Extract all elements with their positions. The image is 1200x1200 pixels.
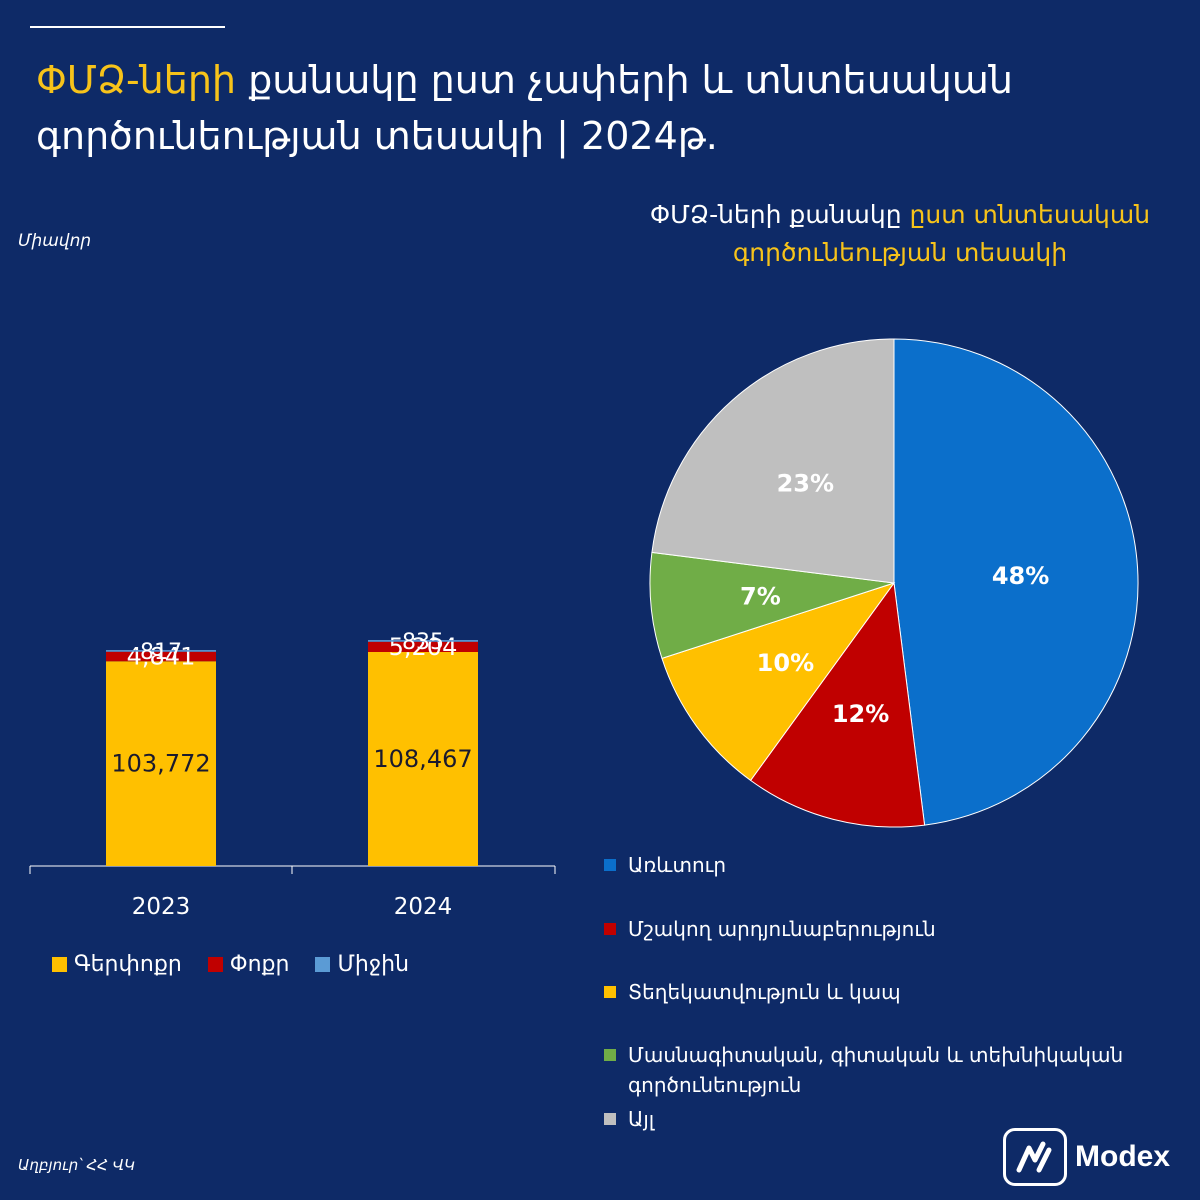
legend-swatch [604,1113,616,1125]
pie-data-label: 23% [777,469,834,497]
source-note: Աղբյուր՝ ՀՀ ՎԿ [18,1156,136,1174]
bar-chart-legend: Գերփոքր Փոքր Միջին [52,952,409,977]
title-rest: քանակը ըստ չափերի և տնտեսական գործունեու… [36,58,1013,158]
x-tick-label: 2024 [394,894,453,920]
pie-data-label: 7% [740,583,781,611]
bar-legend-item: Փոքր [207,952,290,977]
bar-segment-2024-2 [368,640,478,642]
unit-label: Միավոր [18,231,92,251]
pie-legend-item: Մասնագիտական, գիտական և տեխնիկական գործո… [604,1040,1164,1100]
bar-data-label: 835 [402,630,444,655]
bar-data-label: 108,467 [373,745,472,773]
bar-segment-2023-2 [106,650,216,652]
legend-label: Մասնագիտական, գիտական և տեխնիկական գործո… [628,1043,1124,1097]
page-title: ՓՄՁ-ների քանակը ըստ չափերի և տնտեսական գ… [36,52,1156,164]
legend-swatch [604,859,616,871]
legend-label: Մշակող արդյունաբերություն [628,917,936,941]
legend-swatch [52,957,67,972]
pie-chart-title: ՓՄՁ-ների քանակը ըստ տնտեսական գործունեու… [560,196,1200,272]
modex-logo: Modex [1003,1128,1170,1186]
bar-data-label: 4,841 [127,642,196,670]
pie-legend-item: Այլ [604,1104,1164,1134]
legend-swatch [315,957,331,972]
top-rule [30,26,225,28]
pie-data-label: 10% [757,649,814,677]
pie-title-plain: ՓՄՁ-ների քանակը [649,200,902,229]
pie-data-label: 48% [992,562,1049,590]
legend-label: Տեղեկատվություն և կապ [628,980,901,1004]
legend-label: Առևտուր [628,853,727,877]
pie-title-highlight: ըստ տնտեսական գործունեության տեսակի [732,200,1151,267]
legend-label: Գերփոքր [74,952,182,977]
legend-label: Փոքր [229,952,290,977]
pie-slice-2 [661,582,896,782]
pie-slice-3 [649,551,895,660]
modex-logo-text: Modex [1075,1140,1171,1173]
pie-data-label: 12% [832,700,889,728]
legend-label: Այլ [628,1107,655,1131]
pie-legend-item: Մշակող արդյունաբերություն [604,914,1164,944]
modex-logo-icon [1003,1128,1067,1186]
pie-legend-item: Տեղեկատվություն և կապ [604,977,1164,1007]
x-tick-label: 2023 [132,894,191,920]
bar-legend-item: Միջին [315,952,409,977]
bar-data-label: 103,772 [111,750,210,778]
pie-slice-0 [893,338,1139,826]
bar-segment-2024-0 [368,651,478,866]
bar-data-label: 5,204 [389,633,458,661]
pie-slice-1 [749,581,926,828]
title-highlight: ՓՄՁ-ների [36,58,237,102]
bar-segment-2023-1 [106,651,216,662]
bar-segment-2023-0 [106,661,216,866]
legend-swatch [604,1049,616,1061]
bar-legend-item: Գերփոքր [52,952,182,977]
legend-label: Միջին [337,952,410,977]
legend-swatch [207,957,223,972]
legend-swatch [604,986,616,998]
bar-data-label: 817 [140,640,182,665]
bar-segment-2024-1 [368,641,478,652]
pie-legend-item: Առևտուր [604,850,1164,880]
pie-slice-4 [651,338,895,584]
legend-swatch [604,923,616,935]
